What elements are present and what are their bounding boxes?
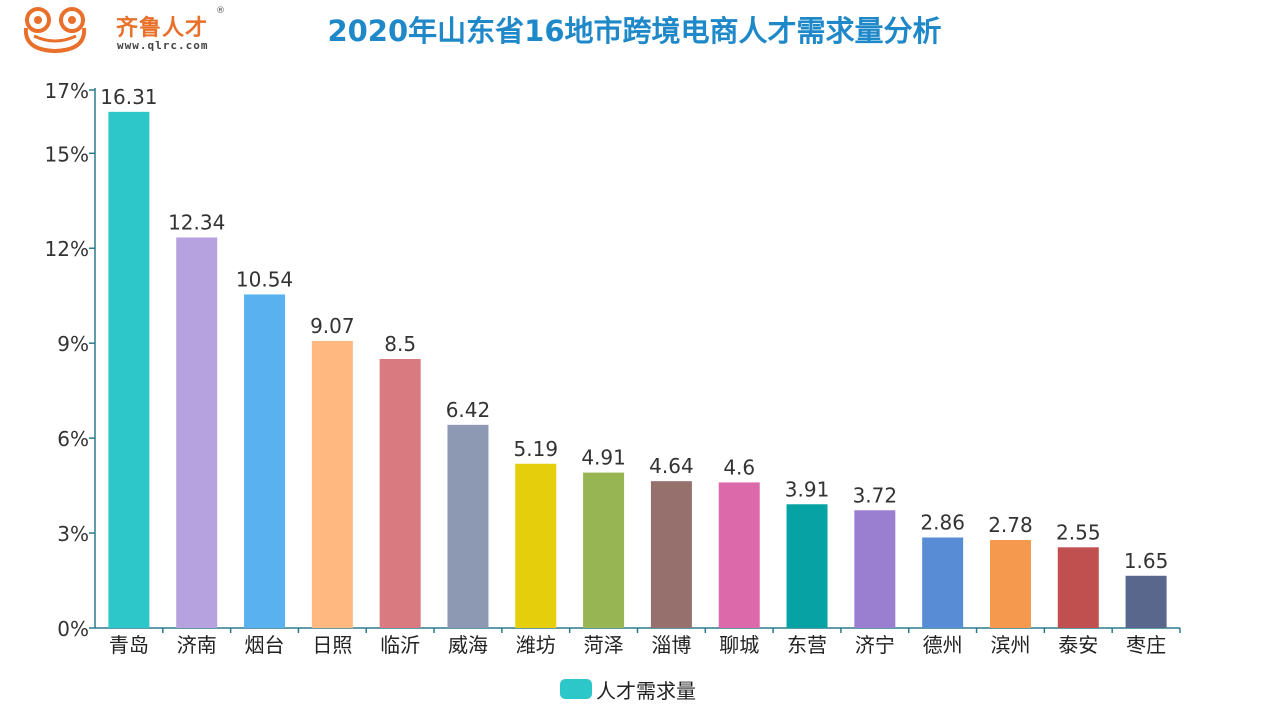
bar <box>1125 575 1167 628</box>
data-label: 2.55 <box>1056 520 1101 544</box>
x-tick-label: 临沂 <box>380 633 420 657</box>
legend[interactable]: 人才需求量 <box>560 676 696 703</box>
x-tick-label: 淄博 <box>651 633 691 657</box>
bar <box>854 510 896 628</box>
bar <box>447 424 489 628</box>
data-label: 8.5 <box>384 332 416 356</box>
data-label: 16.31 <box>100 85 157 109</box>
x-tick-label: 聊城 <box>719 633 759 657</box>
x-tick-label: 泰安 <box>1058 633 1098 657</box>
data-label: 3.91 <box>785 477 830 501</box>
data-label: 10.54 <box>236 267 293 291</box>
logo-registered-mark: ® <box>216 6 225 16</box>
frog-icon <box>23 7 87 54</box>
y-tick-label: 0% <box>57 617 89 641</box>
bar <box>718 482 760 628</box>
data-label: 2.86 <box>920 510 965 534</box>
logo-url: www.qlrc.com <box>117 39 209 52</box>
bar <box>650 481 692 628</box>
data-label: 3.72 <box>853 483 898 507</box>
bar <box>1057 547 1099 628</box>
y-tick-label: 6% <box>57 427 89 451</box>
data-label: 1.65 <box>1124 549 1169 573</box>
x-tick-label: 菏泽 <box>584 633 624 657</box>
bar <box>515 463 557 628</box>
bar <box>108 111 150 628</box>
data-label: 12.34 <box>168 210 225 234</box>
legend-label: 人才需求量 <box>596 678 696 703</box>
bar <box>583 472 625 628</box>
x-tick-label: 青岛 <box>109 633 149 657</box>
bar <box>379 359 421 628</box>
data-label: 5.19 <box>514 437 559 461</box>
bar <box>244 294 286 628</box>
x-tick-label: 枣庄 <box>1126 633 1166 657</box>
x-tick-label: 济宁 <box>855 633 895 657</box>
bar <box>311 340 353 628</box>
data-label: 4.6 <box>723 455 755 479</box>
chart-title: 2020年山东省16地市跨境电商人才需求量分析 <box>327 14 942 48</box>
logo-brand: 齐鲁人才 <box>116 16 209 41</box>
bar <box>176 237 218 629</box>
data-label: 4.64 <box>649 454 694 478</box>
x-tick-label: 潍坊 <box>516 633 556 657</box>
data-label: 6.42 <box>446 398 491 422</box>
y-tick-label: 17% <box>45 79 89 103</box>
x-tick-label: 德州 <box>923 633 963 657</box>
x-tick-label: 威海 <box>448 633 488 657</box>
y-tick-label: 15% <box>45 142 89 166</box>
qlrc-logo: 齐鲁人才 ® www.qlrc.com <box>20 6 230 54</box>
y-tick-label: 9% <box>57 332 89 356</box>
x-tick-label: 烟台 <box>245 633 285 657</box>
data-label: 4.91 <box>581 446 626 470</box>
x-tick-label: 滨州 <box>990 633 1030 657</box>
data-label: 9.07 <box>310 314 355 338</box>
x-tick-label: 东营 <box>787 633 827 657</box>
x-tick-label: 济南 <box>177 633 217 657</box>
bar <box>922 537 964 628</box>
data-label: 2.78 <box>988 513 1033 537</box>
y-tick-label: 3% <box>57 522 89 546</box>
y-tick-label: 12% <box>45 237 89 261</box>
x-tick-label: 日照 <box>312 633 352 657</box>
bar <box>786 504 828 628</box>
legend-swatch <box>560 679 592 699</box>
bar <box>989 540 1031 628</box>
